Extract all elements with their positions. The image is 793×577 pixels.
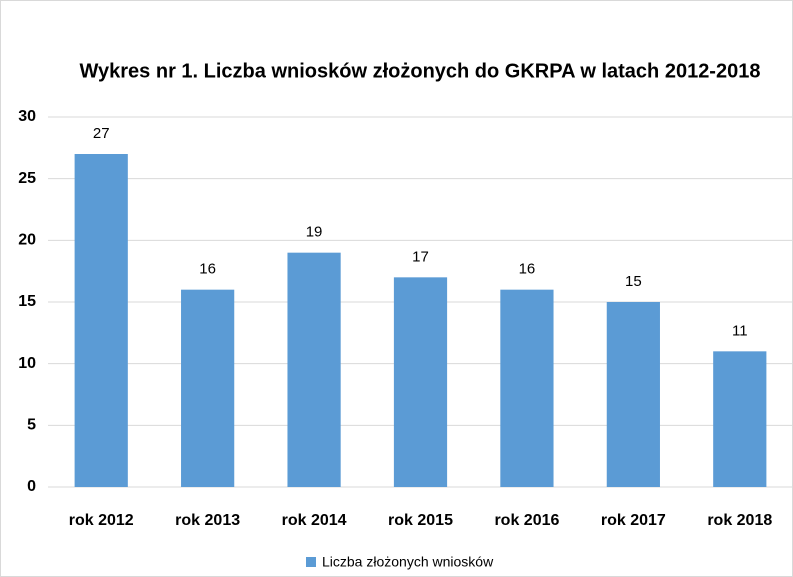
x-tick-label: rok 2012 [69,512,134,529]
data-label: 19 [306,224,323,241]
data-label: 16 [519,261,536,278]
y-tick-label: 25 [18,170,36,187]
x-tick-label: rok 2014 [282,512,347,529]
x-tick-label: rok 2018 [707,512,772,529]
x-tick-label: rok 2016 [494,512,559,529]
bar [393,277,448,487]
bar [713,351,767,487]
y-tick-label: 0 [27,478,36,495]
legend-swatch [306,557,316,567]
data-label: 16 [199,261,216,278]
y-tick-label: 30 [18,108,36,125]
data-label: 15 [625,273,642,290]
x-tick-label: rok 2013 [175,512,240,529]
bar [606,302,660,487]
bar [181,289,235,487]
data-label: 11 [732,322,748,339]
chart-title: Wykres nr 1. Liczba wniosków złożonych d… [80,60,761,82]
bar [74,154,128,487]
y-tick-label: 15 [18,293,36,310]
x-tick-label: rok 2017 [601,512,666,529]
y-tick-label: 5 [27,417,36,434]
y-tick-label: 10 [18,355,36,372]
bar [287,252,341,487]
data-label: 17 [412,248,429,265]
data-label: 27 [93,125,110,142]
bar [500,289,554,487]
y-tick-label: 20 [18,232,36,249]
legend-label: Liczba złożonych wniosków [322,554,494,570]
x-tick-label: rok 2015 [388,512,453,529]
